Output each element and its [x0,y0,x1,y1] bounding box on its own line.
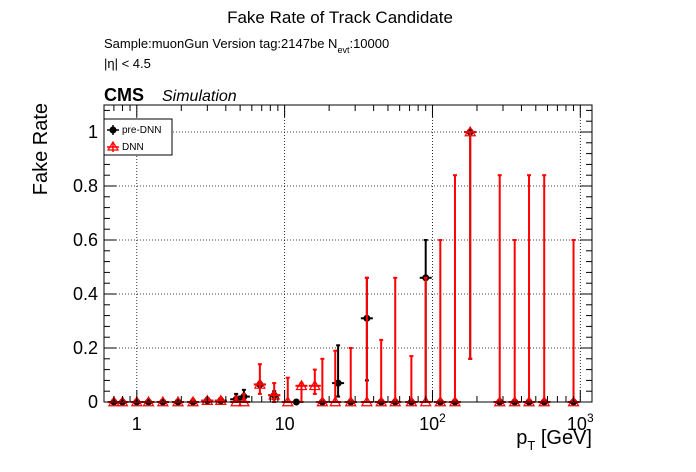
dnn-point [567,239,580,407]
marker [375,395,388,407]
marker [344,395,357,407]
marker [389,395,402,407]
x-tick-label: 1 [132,414,142,434]
marker [329,395,342,407]
marker [493,395,506,407]
x-axis-label-tail: [GeV] [535,427,592,449]
legend-marker-pre-dnn [107,125,119,135]
chart-title: Fake Rate of Track Candidate [227,8,453,27]
dnn-point [389,276,402,407]
marker [237,395,250,407]
simulation-label: Simulation [162,88,237,105]
subtitle-line1: Sample:muonGun Version tag:2147be Nevt:1… [104,36,389,55]
legend-marker-dnn [106,140,120,152]
grid-layer [104,105,592,403]
data-layer [107,125,580,407]
legend-box [103,118,173,156]
marker [308,379,321,391]
legend: pre-DNN DNN [103,118,173,156]
y-tick-label: 0.8 [73,176,98,196]
dnn-point [538,174,551,407]
y-tick-label: 0.6 [73,230,98,250]
x-tick-label: 103 [567,411,594,434]
dnn-point [316,357,329,407]
y-tick-label: 0 [88,392,98,412]
subtitle-line1-main: Sample:muonGun Version tag:2147be N [104,36,337,51]
dnn-point [493,174,506,407]
x-axis-label: pT [GeV] [516,427,592,453]
dnn-point [253,363,266,395]
legend-triangle [106,140,120,151]
legend-label-dnn: DNN [122,142,144,153]
marker [253,378,266,389]
marker [448,395,462,407]
dnn-point [375,338,388,407]
dnn-point [360,276,373,407]
marker [316,395,329,407]
dnn-point [448,174,462,407]
marker [522,395,536,407]
marker [567,395,580,407]
y-tick-label: 0.4 [73,284,98,304]
marker [268,389,281,400]
marker [116,395,129,407]
dnn-point [308,368,321,395]
y-axis-label: Fake Rate [30,103,52,195]
x-tick-label: 102 [419,411,446,434]
marker [107,395,120,407]
dnn-point [419,276,432,407]
dnn-point [434,239,447,407]
dnn-point [508,239,521,407]
x-axis-label-main: p [516,427,527,449]
legend-label-pre-dnn: pre-DNN [122,125,161,136]
marker [171,395,185,407]
marker [142,395,155,407]
subtitle-line1-tail: :10000 [349,36,389,51]
y-tick-label: 1 [88,122,98,142]
marker [295,379,308,391]
cms-label: CMS [104,85,144,105]
marker [419,395,432,407]
marker [214,394,227,405]
marker [281,395,294,407]
marker [405,395,418,407]
marker [360,395,373,407]
marker [508,395,521,407]
pre-dnn-point [332,344,345,398]
marker [334,379,342,387]
subtitle-line2: |η| < 4.5 [104,56,151,71]
marker [201,394,214,405]
dnn-point [464,125,477,360]
marker [434,395,447,407]
marker [156,395,169,407]
dnn-point [522,174,536,407]
legend-dot [109,126,117,134]
subtitle-line1-sub: evt [337,45,350,55]
x-tick-label: 10 [275,414,295,434]
marker [186,395,200,407]
y-tick-label: 0.2 [73,338,98,358]
marker [130,395,143,407]
plot-frame [103,104,593,403]
dnn-point [405,355,418,407]
marker [464,125,477,137]
x-axis-label-sub: T [527,438,535,453]
marker [538,395,551,407]
